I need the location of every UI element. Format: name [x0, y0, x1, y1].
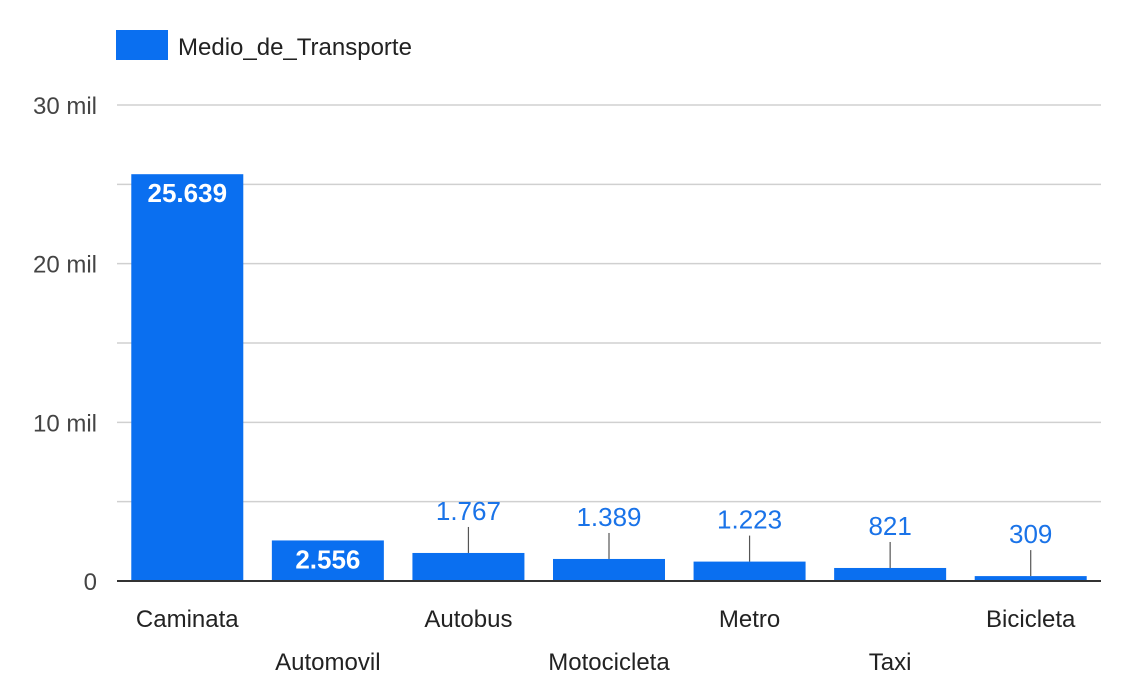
x-tick-label: Taxi [869, 649, 912, 676]
data-label: 2.556 [295, 544, 360, 574]
bar-taxi[interactable] [834, 567, 947, 581]
y-tick-label: 10 mil [33, 410, 97, 437]
bar-automovil[interactable] [271, 540, 384, 581]
data-label: 1.389 [576, 502, 641, 532]
x-tick-label: Bicicleta [986, 606, 1076, 633]
x-tick-label: Metro [719, 606, 780, 633]
legend-swatch[interactable] [116, 30, 168, 60]
x-tick-label: Automovil [275, 649, 380, 676]
y-tick-label: 30 mil [33, 93, 97, 120]
data-label: 1.767 [436, 496, 501, 526]
bar-caminata[interactable] [131, 174, 244, 582]
y-tick-label: 0 [84, 569, 97, 596]
bar-autobus[interactable] [412, 552, 525, 581]
x-tick-label: Caminata [136, 606, 239, 633]
bar-motocicleta[interactable] [553, 558, 665, 581]
data-label: 1.223 [717, 505, 782, 535]
data-label: 25.639 [148, 178, 228, 208]
bar-bicicleta[interactable] [974, 576, 1087, 581]
x-tick-label: Motocicleta [548, 649, 670, 676]
y-tick-label: 20 mil [33, 252, 97, 279]
data-label: 309 [1009, 519, 1052, 549]
data-label: 821 [868, 511, 911, 541]
x-tick-label: Autobus [424, 606, 512, 633]
bar-metro[interactable] [693, 561, 806, 581]
legend-label[interactable]: Medio_de_Transporte [178, 34, 412, 61]
